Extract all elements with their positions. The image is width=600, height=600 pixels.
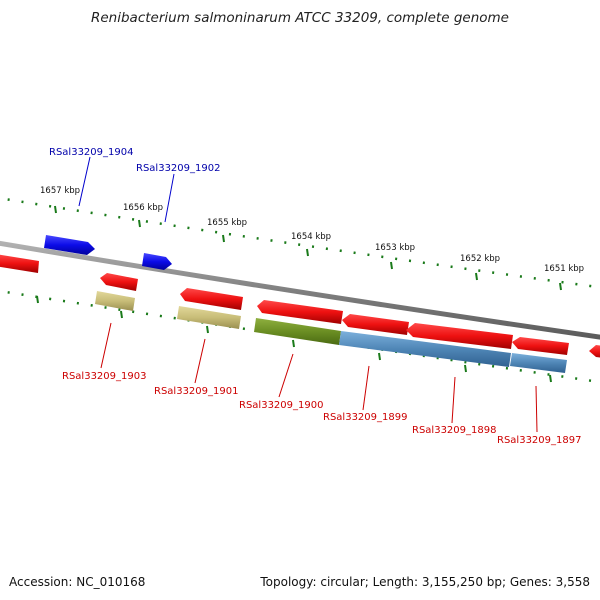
cds-feature[interactable]: [254, 318, 341, 345]
cds-feature[interactable]: [510, 353, 567, 373]
cds-feature[interactable]: [339, 331, 511, 367]
gene-label-reverse[interactable]: RSal33209_1897: [497, 435, 581, 446]
outer-major-ticks: [54, 205, 562, 291]
gene-arrow-reverse[interactable]: [342, 314, 409, 335]
gene-arrow-reverse[interactable]: [180, 288, 243, 310]
gene-label-reverse[interactable]: RSal33209_1903: [62, 371, 146, 382]
kbp-label: 1655 kbp: [207, 218, 247, 228]
gene-arrow-reverse[interactable]: [589, 345, 600, 359]
gene-arrow-reverse[interactable]: [100, 273, 138, 291]
callout-line: [164, 173, 175, 223]
gene-label-reverse[interactable]: RSal33209_1899: [323, 412, 407, 423]
gene-arrow-forward[interactable]: [44, 235, 95, 255]
gene-arrow-forward[interactable]: [142, 253, 172, 270]
inner-major-ticks: [36, 295, 552, 383]
cds-feature[interactable]: [95, 291, 135, 311]
callout-line: [362, 365, 370, 411]
gene-label-forward[interactable]: RSal33209_1904: [49, 147, 133, 158]
gene-arrow-reverse[interactable]: [257, 300, 343, 324]
forward-scale-ring: [0, 196, 600, 289]
gene-label-reverse[interactable]: RSal33209_1900: [239, 400, 323, 411]
genome-summary-text: Topology: circular; Length: 3,155,250 bp…: [260, 575, 590, 589]
genome-backbone: [0, 240, 600, 340]
gene-arrow-reverse[interactable]: [406, 323, 513, 349]
gene-label-forward[interactable]: RSal33209_1902: [136, 163, 220, 174]
genome-title: Renibacterium salmoninarum ATCC 33209, c…: [91, 10, 509, 26]
callout-line: [194, 338, 206, 384]
callout-line: [100, 322, 112, 369]
kbp-label: 1652 kbp: [460, 254, 500, 264]
gene-label-reverse[interactable]: RSal33209_1898: [412, 425, 496, 436]
cds-feature[interactable]: [177, 306, 241, 329]
gene-arrow-reverse[interactable]: [0, 254, 39, 273]
callout-line: [535, 385, 538, 433]
gene-arrow-reverse[interactable]: [512, 337, 569, 355]
kbp-label: 1653 kbp: [375, 243, 415, 253]
accession-text: Accession: NC_010168: [9, 575, 146, 589]
callout-line: [78, 156, 91, 207]
gene-label-reverse[interactable]: RSal33209_1901: [154, 386, 238, 397]
kbp-label: 1657 kbp: [40, 186, 80, 196]
callout-line: [451, 376, 456, 424]
kbp-label: 1656 kbp: [123, 203, 163, 213]
callout-line: [278, 353, 294, 398]
kbp-label: 1651 kbp: [544, 264, 584, 274]
kbp-label: 1654 kbp: [291, 232, 331, 242]
